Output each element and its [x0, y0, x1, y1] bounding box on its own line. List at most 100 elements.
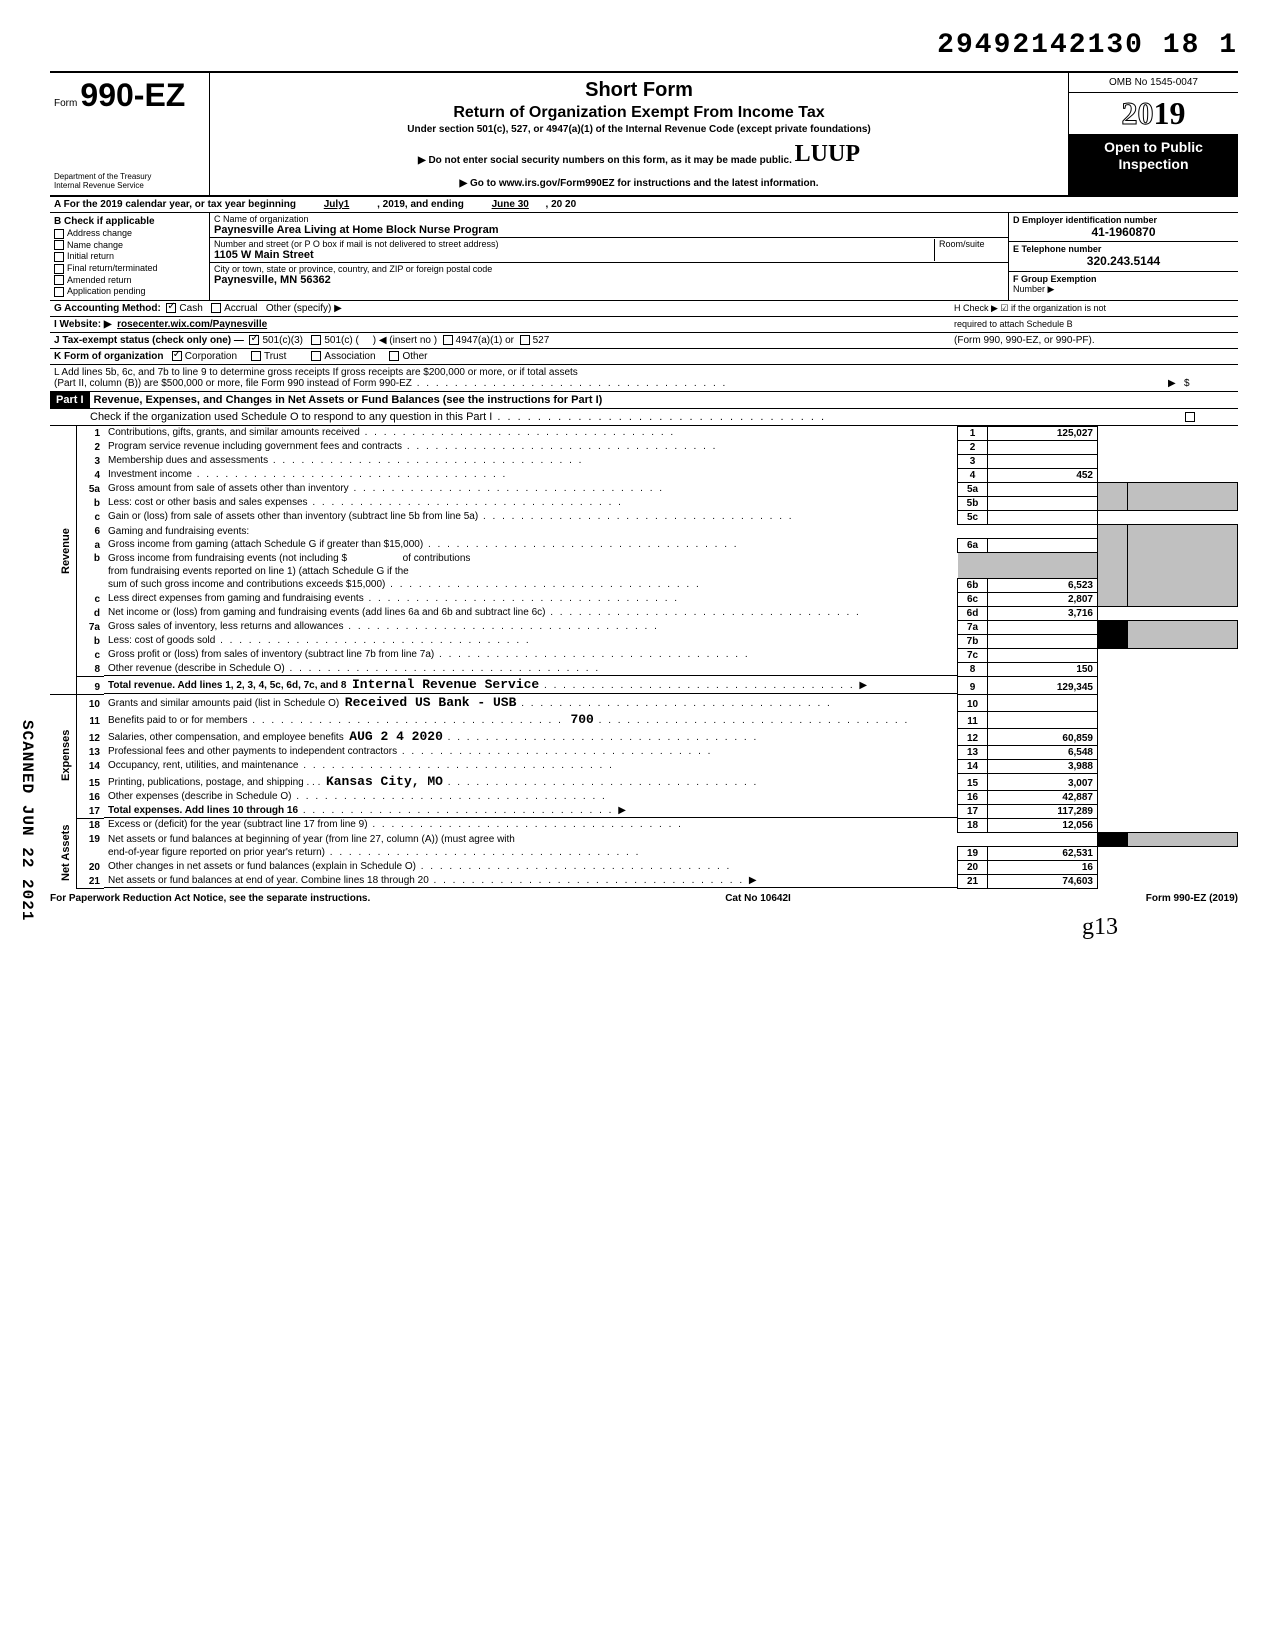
chk-amended[interactable] [54, 275, 64, 285]
lbl-501c3: 501(c)(3) [262, 335, 303, 346]
l15-box: 15 [958, 773, 988, 790]
l16-num: 16 [76, 790, 104, 804]
l6b-d1: Gross income from fundraising events (no… [108, 553, 347, 564]
lbl-address-change: Address change [67, 228, 132, 238]
l7c-desc: Gross profit or (loss) from sales of inv… [108, 649, 434, 660]
l6d-box: 6d [958, 606, 988, 620]
chk-cash[interactable] [166, 303, 176, 313]
chk-initial-return[interactable] [54, 252, 64, 262]
row-l: L Add lines 5b, 6c, and 7b to line 9 to … [50, 365, 1238, 392]
l18-val: 12,056 [988, 818, 1098, 832]
chk-final-return[interactable] [54, 264, 64, 274]
stamp-kc: Kansas City, MO [326, 774, 443, 789]
l6d-num: d [76, 606, 104, 620]
chk-527[interactable] [520, 335, 530, 345]
l10-val [988, 694, 1098, 711]
row-g: G Accounting Method: Cash Accrual Other … [50, 301, 1238, 317]
l3-num: 3 [76, 454, 104, 468]
l20-val: 16 [988, 860, 1098, 874]
lbl-4947: 4947(a)(1) or [456, 335, 514, 346]
subtitle: Under section 501(c), 527, or 4947(a)(1)… [216, 124, 1062, 135]
l11-desc: Benefits paid to or for members [108, 715, 248, 726]
l11-val [988, 711, 1098, 728]
l14-num: 14 [76, 759, 104, 773]
l17-box: 17 [958, 804, 988, 818]
h-line1: H Check ▶ ☑ if the organization is not [954, 303, 1234, 314]
l19-val: 62,531 [988, 846, 1098, 860]
l6b-d4: sum of such gross income and contributio… [108, 579, 385, 590]
chk-address-change[interactable] [54, 229, 64, 239]
chk-4947[interactable] [443, 335, 453, 345]
signature-cursive: LUUP [795, 141, 860, 167]
form-number: 990-EZ [80, 77, 185, 113]
l16-desc: Other expenses (describe in Schedule O) [108, 791, 291, 802]
l6b-mv: 6,523 [988, 578, 1098, 592]
l1-box: 1 [958, 426, 988, 440]
l12-desc: Salaries, other compensation, and employ… [108, 732, 344, 743]
org-name: Paynesville Area Living at Home Block Nu… [214, 224, 498, 236]
chk-trust[interactable] [251, 351, 261, 361]
h-line3: (Form 990, 990-EZ, or 990-PF). [954, 335, 1234, 346]
row-a-tail: , 20 20 [546, 199, 577, 210]
lbl-other-org: Other [402, 351, 427, 362]
l4-desc: Investment income [108, 469, 192, 480]
footer-left: For Paperwork Reduction Act Notice, see … [50, 893, 370, 904]
row-j: J Tax-exempt status (check only one) — 5… [50, 333, 1238, 349]
l6c-mv: 2,807 [988, 592, 1098, 606]
l4-num: 4 [76, 468, 104, 482]
footer: For Paperwork Reduction Act Notice, see … [50, 889, 1238, 904]
chk-name-change[interactable] [54, 240, 64, 250]
scanned-stamp: SCANNED JUN 22 2021 [18, 720, 36, 921]
chk-other-org[interactable] [389, 351, 399, 361]
row-a-end: June 30 [492, 199, 529, 210]
i-label: I Website: ▶ [54, 319, 112, 330]
l6a-desc: Gross income from gaming (attach Schedul… [108, 539, 423, 550]
l19-num: 19 [76, 832, 104, 846]
arrow-line-1: ▶ Do not enter social security numbers o… [418, 155, 792, 166]
stamp-irs: Internal Revenue Service [352, 677, 539, 692]
l20-num: 20 [76, 860, 104, 874]
arrow-line-2: ▶ Go to www.irs.gov/Form990EZ for instru… [216, 178, 1062, 189]
open-public-1: Open to Public [1073, 139, 1234, 156]
part1-header-row: Part I Revenue, Expenses, and Changes in… [50, 392, 1238, 409]
chk-schedule-o[interactable] [1185, 412, 1195, 422]
l18-num: 18 [76, 818, 104, 832]
col-d-ids: D Employer identification number 41-1960… [1008, 213, 1238, 300]
l13-val: 6,548 [988, 745, 1098, 759]
l1-desc: Contributions, gifts, grants, and simila… [108, 427, 360, 438]
l5b-num: b [76, 496, 104, 510]
room-suite: Room/suite [934, 239, 1004, 261]
lbl-accrual: Accrual [224, 303, 257, 314]
l5c-box: 5c [958, 510, 988, 524]
l5b-mn: 5b [958, 496, 988, 510]
side-netassets: Net Assets [50, 818, 76, 888]
l7c-num: c [76, 648, 104, 662]
row-a-label: A For the 2019 calendar year, or tax yea… [54, 199, 296, 210]
l21-box: 21 [958, 874, 988, 888]
chk-501c3[interactable] [249, 335, 259, 345]
dept-line2: Internal Revenue Service [54, 182, 205, 191]
l6b-mn: 6b [958, 578, 988, 592]
footer-mid: Cat No 10642I [725, 893, 791, 904]
d-label: D Employer identification number [1013, 215, 1157, 225]
chk-assoc[interactable] [311, 351, 321, 361]
l7a-desc: Gross sales of inventory, less returns a… [108, 621, 343, 632]
l5a-desc: Gross amount from sale of assets other t… [108, 483, 349, 494]
document-id: 29492142130 18 1 [50, 30, 1238, 61]
l5c-desc: Gain or (loss) from sale of assets other… [108, 511, 478, 522]
l16-val: 42,887 [988, 790, 1098, 804]
j-label: J Tax-exempt status (check only one) — [54, 335, 244, 346]
l9-desc: Total revenue. Add lines 1, 2, 3, 4, 5c,… [108, 680, 346, 691]
lbl-initial-return: Initial return [67, 251, 114, 261]
l3-box: 3 [958, 454, 988, 468]
chk-accrual[interactable] [211, 303, 221, 313]
chk-501c[interactable] [311, 335, 321, 345]
form-prefix: Form [54, 98, 77, 109]
l10-desc: Grants and similar amounts paid (list in… [108, 698, 339, 709]
chk-corp[interactable] [172, 351, 182, 361]
l21-desc: Net assets or fund balances at end of ye… [108, 875, 429, 886]
chk-app-pending[interactable] [54, 287, 64, 297]
e-label: E Telephone number [1013, 244, 1101, 254]
l9-num: 9 [76, 676, 104, 694]
lbl-501c: 501(c) ( [324, 335, 358, 346]
